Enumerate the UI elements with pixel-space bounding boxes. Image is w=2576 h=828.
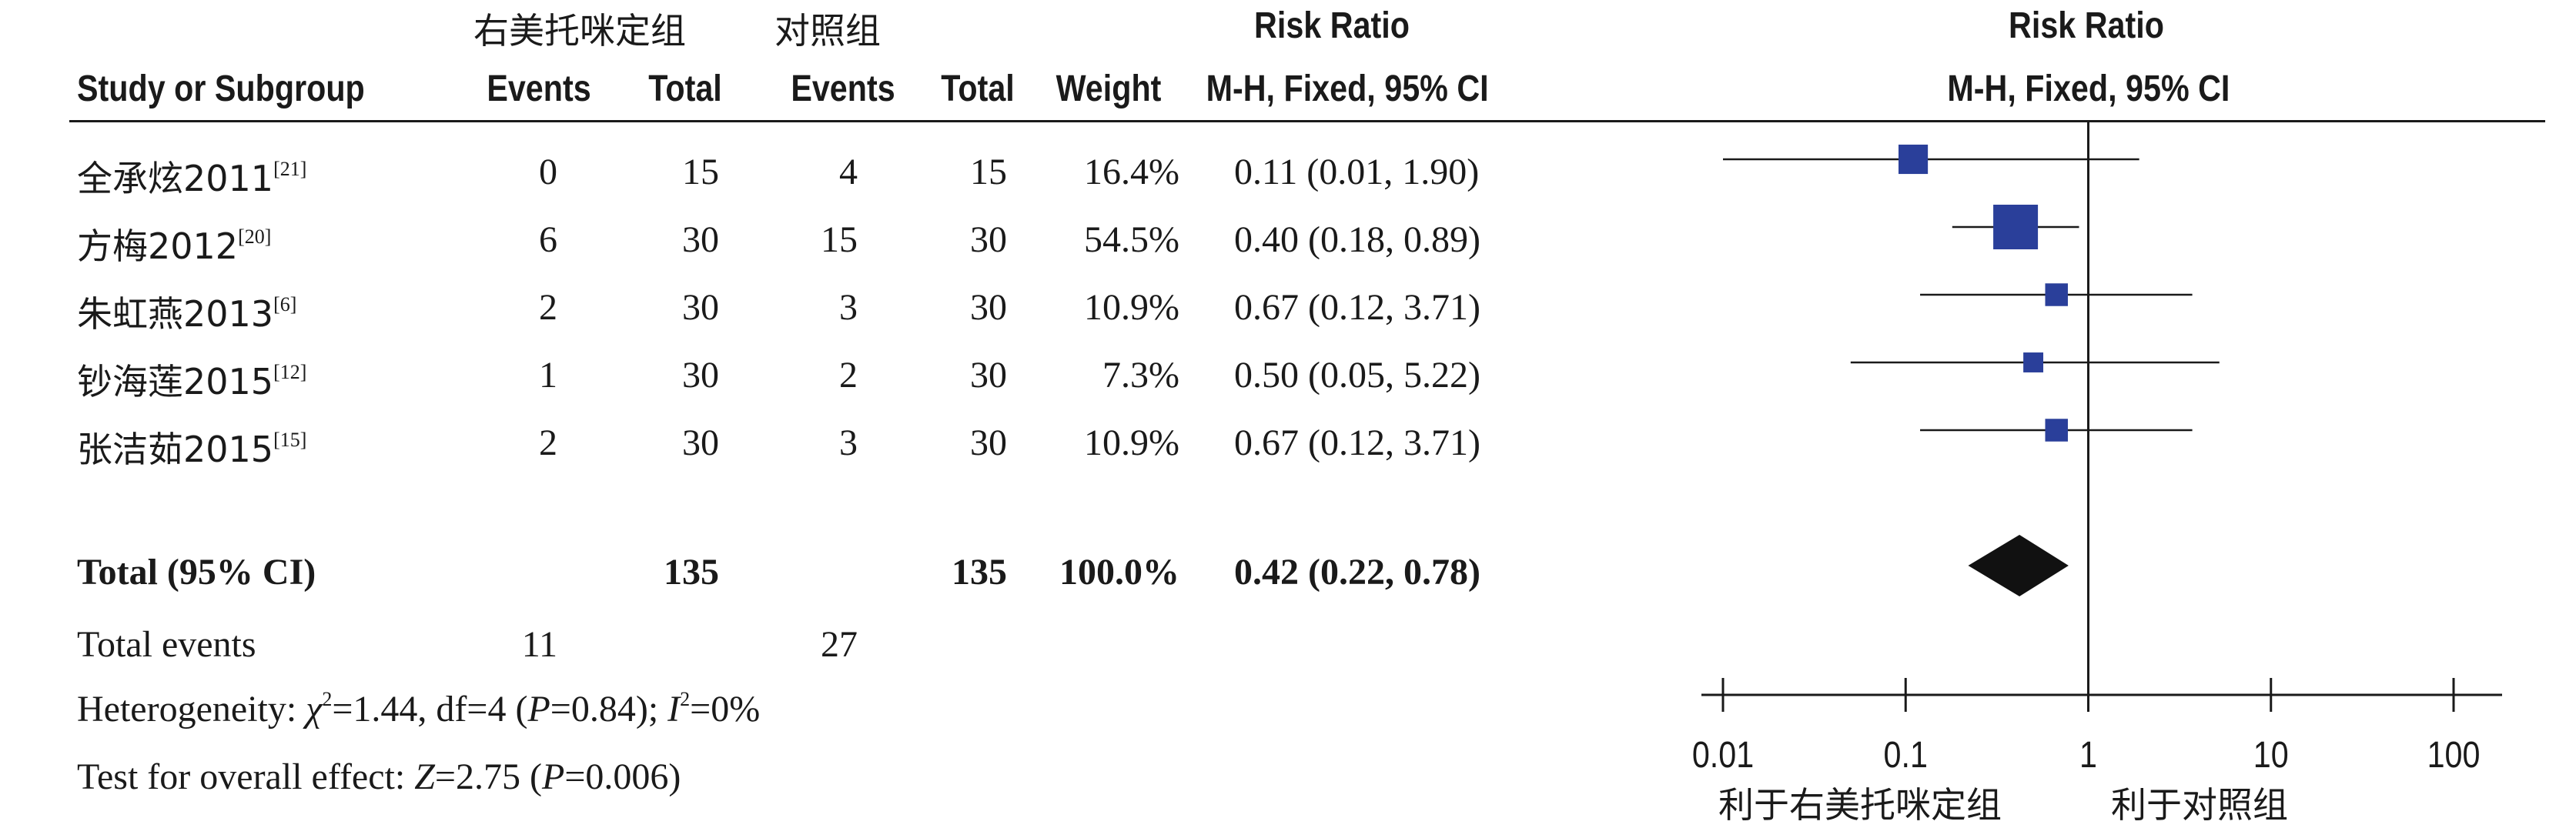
total-label: Total (95% CI) (77, 552, 316, 593)
x-axis-tick-label: 0.1 (1884, 734, 1928, 776)
study-label: 张洁茹2015 (77, 429, 274, 470)
col-weight-header: Weight (1055, 68, 1162, 109)
plot-title: Risk Ratio (2009, 5, 2164, 46)
col-study-header: Study or Subgroup (77, 68, 365, 109)
total-treatment: 30 (682, 422, 719, 463)
study-marker (1993, 205, 2039, 249)
col-total-treatment-header: Total (648, 68, 722, 109)
risk-ratio-ci: 0.50 (0.05, 5.22) (1234, 355, 1480, 396)
pooled-diamond (1968, 535, 2069, 596)
total-control: 30 (970, 287, 1007, 328)
total-treatment: 30 (682, 219, 719, 260)
reference-citation: [20] (238, 225, 272, 248)
events-control: 2 (839, 355, 858, 396)
weight: 10.9% (1084, 422, 1179, 463)
events-treatment: 2 (539, 422, 557, 463)
study-name: 朱虹燕2013[6] (77, 286, 296, 337)
header-rule (69, 120, 2545, 122)
chi-symbol: χ (306, 689, 323, 730)
risk-ratio-ci: 0.11 (0.01, 1.90) (1234, 152, 1480, 192)
study-name: 全承炫2011[21] (77, 151, 306, 202)
reference-citation: [21] (273, 158, 307, 180)
x-axis-tick-label: 1 (2079, 734, 2097, 776)
control-group-header: 对照组 (774, 10, 881, 52)
rr-column-title: Risk Ratio (1254, 5, 1410, 46)
plot-method-header: M-H, Fixed, 95% CI (1947, 68, 2230, 109)
risk-ratio-ci: 0.67 (0.12, 3.71) (1234, 287, 1480, 328)
study-marker (2023, 352, 2044, 372)
study-label: 方梅2012 (77, 225, 239, 267)
favours-control-label: 利于对照组 (2111, 784, 2288, 826)
total-control: 30 (970, 355, 1007, 396)
chi-value: =1.44, df=4 ( (332, 689, 528, 730)
total-control: 30 (970, 219, 1007, 260)
x-axis-tick-label: 0.01 (1692, 734, 1754, 776)
heterogeneity-text: Heterogeneity: χ2=1.44, df=4 (P=0.84); I… (77, 688, 761, 730)
events-treatment: 6 (539, 219, 557, 260)
total-treatment: 30 (682, 287, 719, 328)
total-treatment: 30 (682, 355, 719, 396)
events-control: 15 (821, 219, 858, 260)
total-events-label: Total events (77, 624, 256, 665)
study-label: 全承炫2011 (77, 158, 274, 199)
weight: 16.4% (1084, 152, 1179, 192)
col-events-control-header: Events (791, 68, 895, 109)
i-squared-value: =0% (690, 689, 761, 730)
overall-effect-prefix: Test for overall effect: (77, 756, 415, 797)
total-ci: 0.42 (0.22, 0.78) (1234, 552, 1480, 593)
z-value: =2.75 ( (434, 756, 542, 797)
heterogeneity-p-value: =0.84); (550, 689, 668, 730)
col-total-control-header: Total (941, 68, 1015, 109)
study-name: 方梅2012[20] (77, 219, 271, 269)
study-name: 张洁茹2015[15] (77, 422, 306, 472)
events-treatment: 0 (539, 152, 557, 192)
total-events-treatment: 11 (521, 624, 557, 665)
x-axis-tick-label: 10 (2253, 734, 2289, 776)
study-marker (2045, 283, 2068, 306)
reference-citation: [6] (273, 293, 297, 316)
study-label: 朱虹燕2013 (77, 293, 274, 335)
heterogeneity-prefix: Heterogeneity: (77, 689, 306, 730)
overall-effect-text: Test for overall effect: Z=2.75 (P=0.006… (77, 756, 681, 798)
weight: 7.3% (1102, 355, 1179, 396)
favours-treatment-label: 利于右美托咪定组 (1718, 784, 2002, 826)
treatment-group-header: 右美托咪定组 (473, 10, 686, 52)
events-control: 3 (839, 287, 858, 328)
x-axis-tick-label: 100 (2427, 734, 2481, 776)
rr-method-header: M-H, Fixed, 95% CI (1206, 68, 1489, 109)
total-control: 30 (970, 422, 1007, 463)
total-control: 135 (952, 552, 1007, 593)
total-weight: 100.0% (1059, 552, 1179, 593)
total-events-control: 27 (821, 624, 858, 665)
heterogeneity-p-symbol: P (527, 689, 550, 730)
total-control: 15 (970, 152, 1007, 192)
reference-citation: [15] (273, 429, 307, 451)
col-events-treatment-header: Events (487, 68, 591, 109)
events-control: 3 (839, 422, 858, 463)
study-marker (2045, 419, 2068, 442)
overall-p-symbol: P (541, 756, 565, 797)
total-treatment: 135 (664, 552, 719, 593)
study-label: 钞海莲2015 (77, 361, 274, 402)
reference-citation: [12] (273, 361, 307, 383)
study-name: 钞海莲2015[12] (77, 354, 306, 405)
study-marker (1899, 144, 1929, 175)
weight: 10.9% (1084, 287, 1179, 328)
events-treatment: 1 (539, 355, 557, 396)
risk-ratio-ci: 0.40 (0.18, 0.89) (1234, 219, 1480, 260)
weight: 54.5% (1084, 219, 1179, 260)
overall-p-value: =0.006) (564, 756, 681, 797)
z-symbol: Z (414, 756, 435, 797)
events-control: 4 (839, 152, 858, 192)
total-treatment: 15 (682, 152, 719, 192)
risk-ratio-ci: 0.67 (0.12, 3.71) (1234, 422, 1480, 463)
i-squared-symbol: I (667, 689, 681, 730)
events-treatment: 2 (539, 287, 557, 328)
